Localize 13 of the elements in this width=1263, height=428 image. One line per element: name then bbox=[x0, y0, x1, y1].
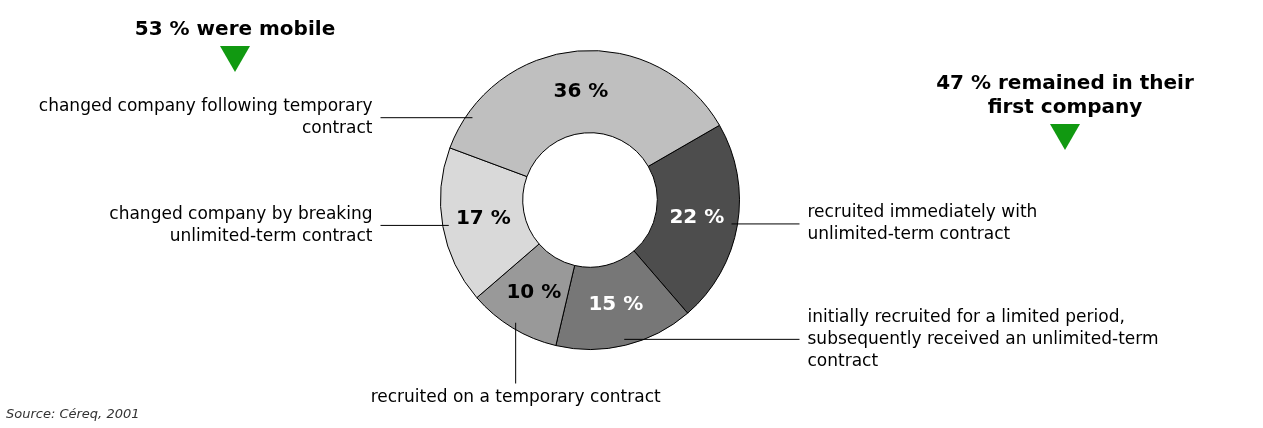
data-label: 17 % bbox=[455, 205, 511, 230]
data-label: 10 % bbox=[506, 278, 562, 303]
data-label: 15 % bbox=[588, 291, 644, 316]
source-note: Source: Céreq, 2001 bbox=[6, 406, 140, 421]
data-label: 36 % bbox=[553, 78, 609, 103]
slice-label: changed company following temporary contract bbox=[38, 95, 373, 138]
slice-label: initially recruited for a limited period, subsequently received an unlimited-term contract bbox=[807, 305, 1159, 370]
slice-label: recruited on a temporary contract bbox=[370, 385, 661, 406]
text: 53 % were mobile bbox=[133, 16, 337, 40]
data-label: 22 % bbox=[669, 204, 725, 229]
slice-label: changed company by breaking unlimited-term contract bbox=[109, 202, 373, 245]
slice-label: recruited immediately with unlimited-term contract bbox=[807, 201, 1038, 244]
text: 47 % remained in their first company bbox=[935, 70, 1195, 118]
